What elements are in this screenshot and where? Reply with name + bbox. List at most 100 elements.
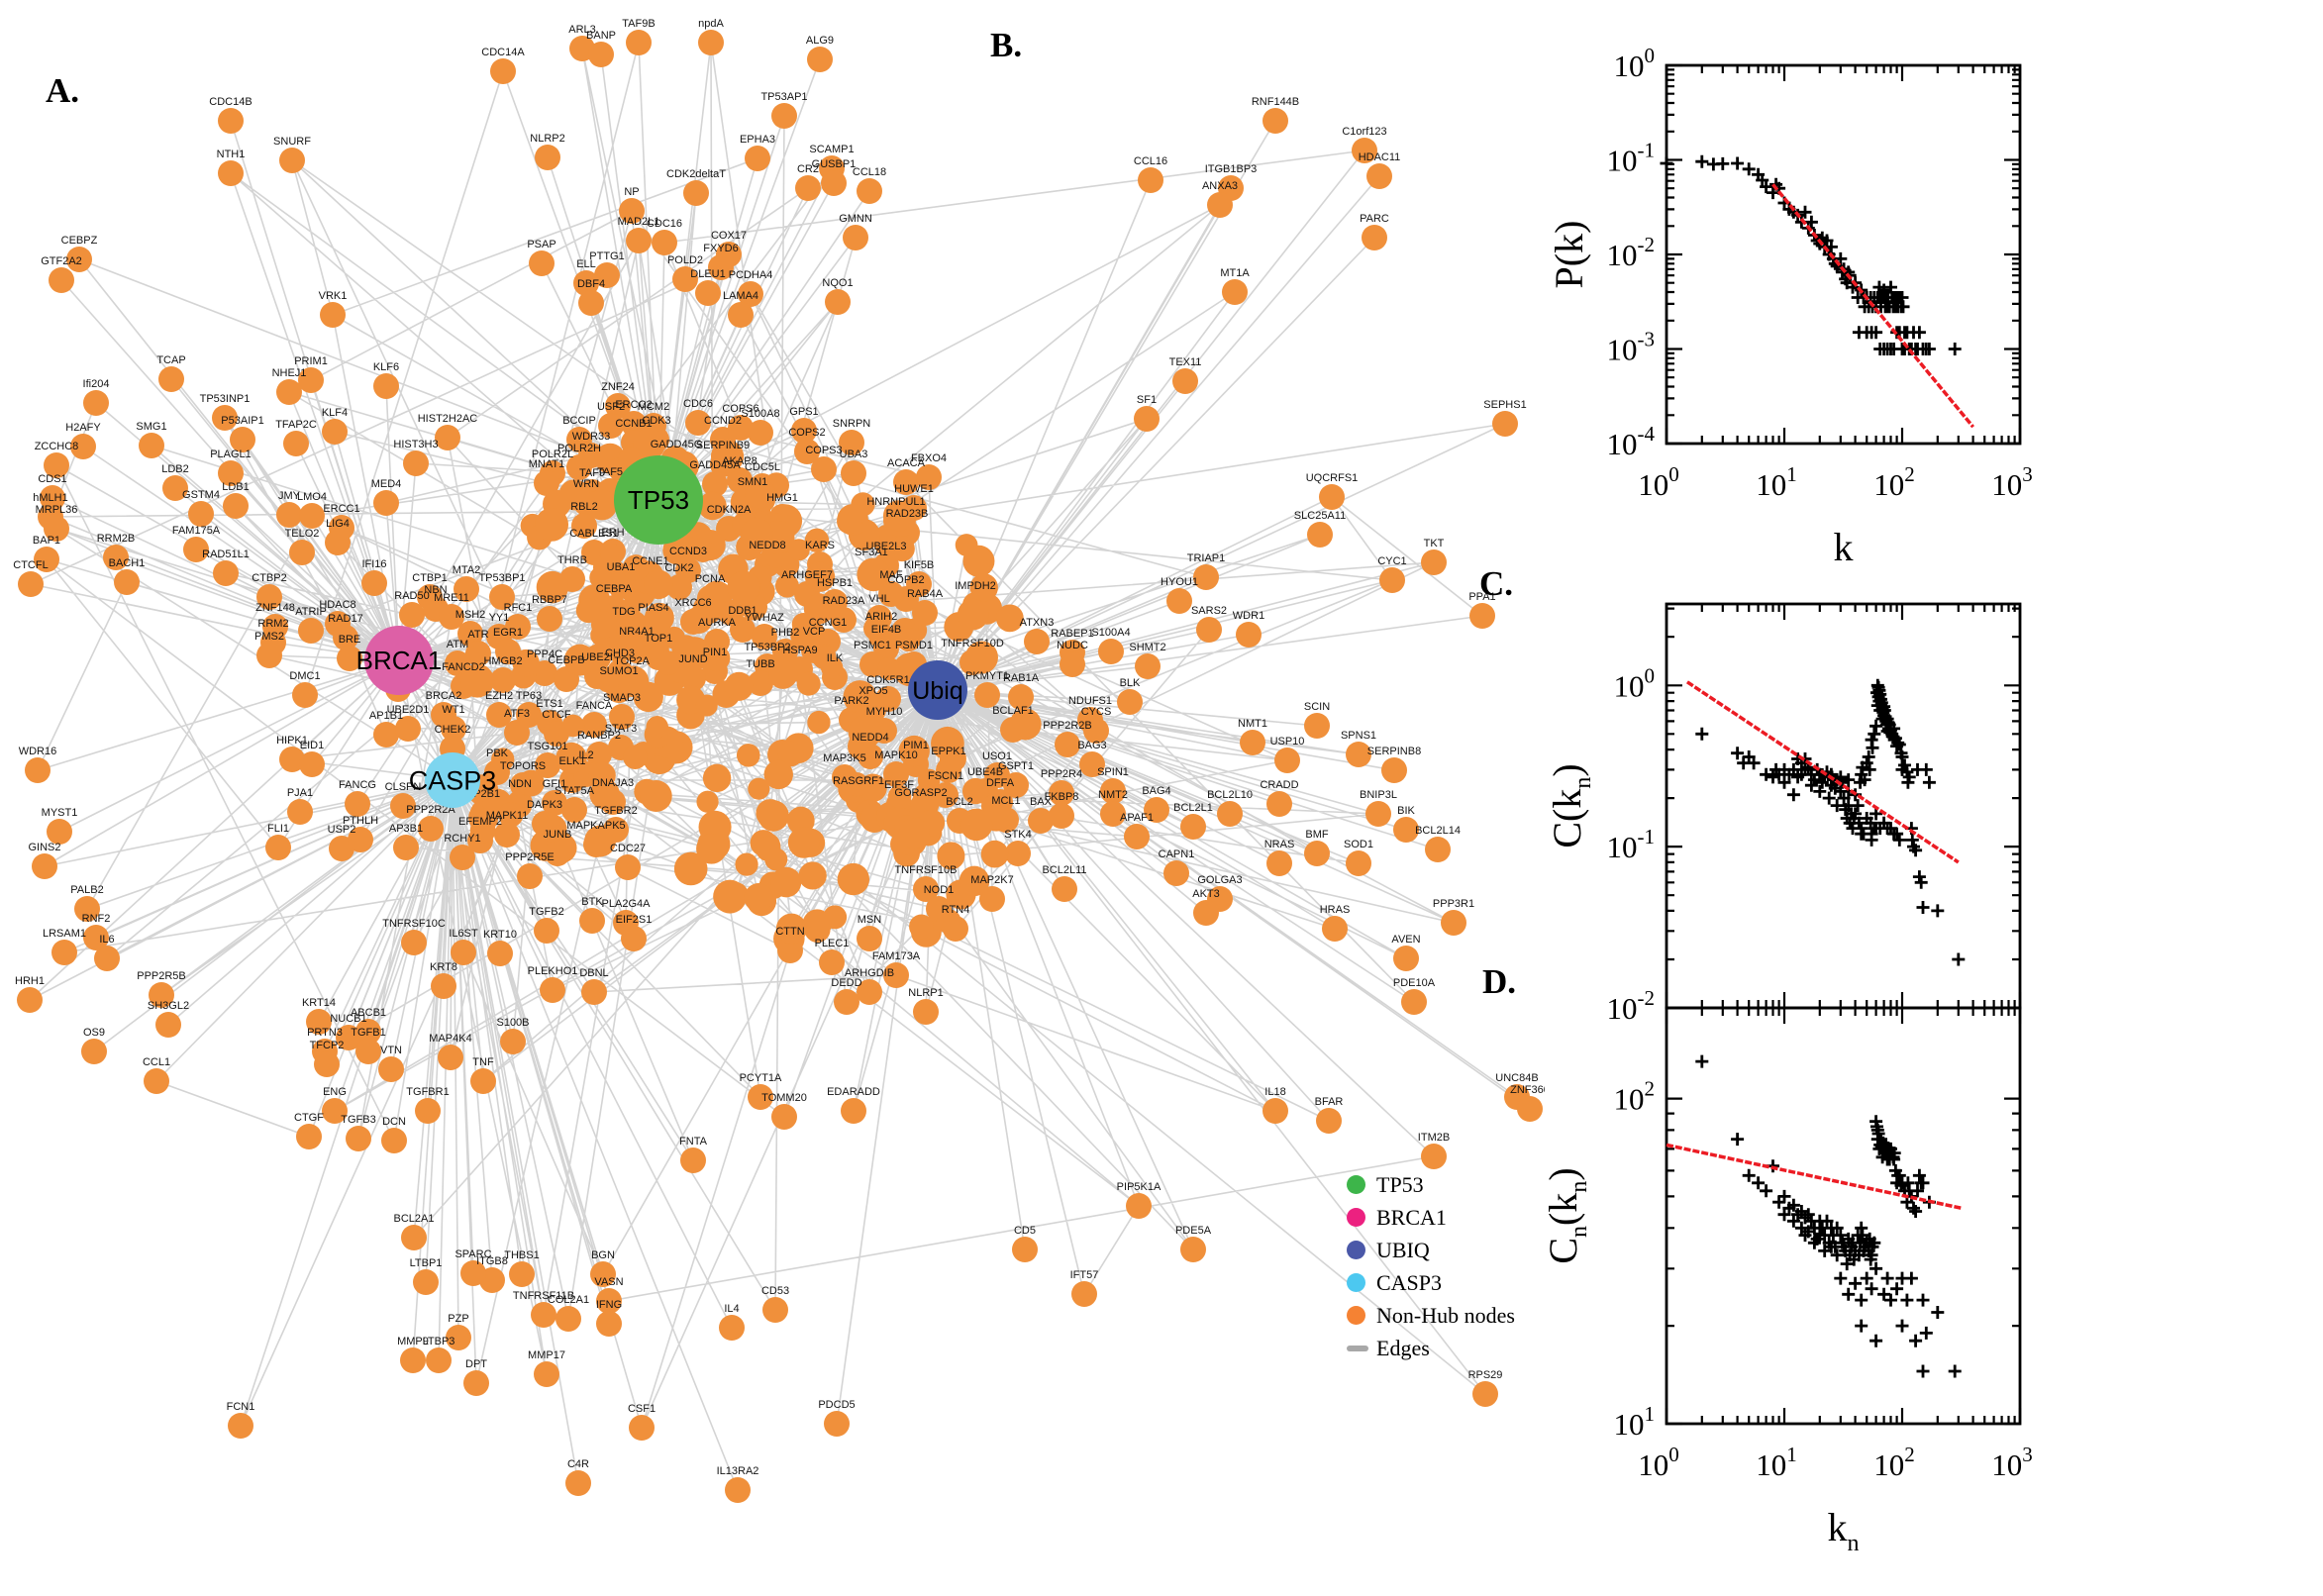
network-node-label: CDKN2A <box>707 504 752 516</box>
network-node <box>1180 814 1206 840</box>
network-node-label: PIAS4 <box>638 602 668 614</box>
network-node-label: MRPL36 <box>36 504 78 516</box>
network-node-label: VASN <box>594 1276 623 1288</box>
network-node <box>536 570 569 604</box>
network-node <box>736 744 760 767</box>
network-node-label: ACACA <box>887 457 926 469</box>
network-node <box>463 1370 489 1396</box>
network-node-label: LIG4 <box>326 518 350 530</box>
network-node <box>727 467 753 493</box>
network-node-label: HSPB1 <box>817 577 853 589</box>
network-node-label: MYST1 <box>42 807 78 819</box>
network-node <box>1469 603 1495 629</box>
network-node-label: CCND2 <box>704 415 742 427</box>
network-node-label: HMG1 <box>766 492 798 504</box>
network-node <box>537 606 562 632</box>
y-axis-label: C(kn) <box>1545 763 1596 848</box>
network-node <box>299 751 325 777</box>
network-node-label: BMF <box>1305 829 1329 841</box>
network-node-label: CTTN <box>775 926 804 938</box>
network-node-label: EFEMP2 <box>458 816 502 828</box>
network-node-label: BRCA2 <box>426 690 462 702</box>
network-node-label: ATR <box>467 629 488 641</box>
network-node-label: USP2 <box>328 824 356 836</box>
network-node <box>256 643 282 668</box>
network-node <box>534 918 559 944</box>
network-node <box>556 742 587 774</box>
network-node <box>565 1470 591 1496</box>
network-node-label: COL2A1 <box>548 1294 589 1306</box>
network-node-label: BGN <box>591 1249 615 1261</box>
network-node-label: CYC1 <box>1377 555 1406 567</box>
network-node-label: CR2 <box>797 163 819 175</box>
network-node <box>306 1009 332 1035</box>
network-node <box>609 704 635 730</box>
network-node-label: AKAP8 <box>722 455 757 467</box>
network-node-label: PPP3R1 <box>1433 898 1474 910</box>
network-node <box>913 876 939 902</box>
network-node-label: RASGRF1 <box>833 775 884 787</box>
network-node <box>961 777 989 805</box>
network-node-label: TFCP2 <box>310 1040 345 1051</box>
network-node <box>841 460 866 486</box>
network-node <box>44 516 69 542</box>
network-node <box>289 540 315 565</box>
legend-item-non-hub-nodes: Non-Hub nodes <box>1347 1299 1515 1332</box>
network-node-label: ERH <box>601 527 624 539</box>
network-node-label: NR4A1 <box>619 626 654 638</box>
network-node <box>834 989 859 1015</box>
network-node-label: RAD17 <box>328 613 362 625</box>
network-node <box>348 827 373 852</box>
legend-item-ubiq: UBIQ <box>1347 1234 1515 1266</box>
network-node-label: PTTG1 <box>589 250 624 262</box>
panel-label-a: A. <box>46 71 80 110</box>
network-node <box>1222 279 1248 305</box>
network-node-label: GORASP2 <box>894 787 947 799</box>
network-node-label: PMS2 <box>254 631 284 643</box>
network-node <box>795 175 821 201</box>
network-node-label: SLC25A11 <box>1294 510 1346 522</box>
network-node <box>162 475 188 501</box>
network-node-label: USF2 <box>597 401 625 413</box>
network-node <box>804 528 830 552</box>
network-node-label: PDE10A <box>1393 977 1436 989</box>
network-node <box>355 1019 381 1045</box>
network-node <box>748 670 773 696</box>
network-node-label: MNAT1 <box>529 458 564 470</box>
network-node-label: hMLH1 <box>33 492 67 504</box>
network-node <box>329 515 354 541</box>
network-node <box>517 863 543 889</box>
network-node <box>535 752 560 778</box>
network-node <box>771 1104 797 1130</box>
network-node-label: CTBP2 <box>252 572 286 584</box>
network-node-label: DPT <box>465 1358 487 1370</box>
network-node-label: KLF4 <box>322 407 348 419</box>
network-node <box>898 817 930 849</box>
network-node <box>381 1128 407 1153</box>
network-node-label: CDC16 <box>647 218 682 230</box>
network-node-label: COPS2 <box>788 427 825 439</box>
network-node <box>1172 368 1198 394</box>
network-node-label: LTBP3 <box>423 1336 455 1347</box>
network-node-label: CAPN1 <box>1159 848 1195 860</box>
network-node <box>728 302 754 328</box>
network-node-label: UQCRFS1 <box>1306 472 1359 484</box>
network-node <box>770 866 802 898</box>
network-node <box>677 637 712 671</box>
network-node <box>1365 801 1391 827</box>
network-node <box>401 1225 427 1250</box>
network-node-label: WDR1 <box>1233 610 1264 622</box>
scatter-points <box>1695 678 1966 966</box>
network-node <box>1193 900 1219 926</box>
network-node-label: COX17 <box>711 230 747 242</box>
network-node <box>581 979 607 1005</box>
network-node <box>684 606 713 635</box>
network-node-label: CSF1 <box>628 1403 656 1415</box>
network-node-label: SF1 <box>1137 394 1157 406</box>
network-node-label: SCIN <box>1304 701 1330 713</box>
network-node-label: USP10 <box>1270 736 1305 748</box>
network-node-label: PPP4C <box>527 648 562 660</box>
network-node-label: PPP2R5B <box>137 970 186 982</box>
network-node-label: VHL <box>868 593 889 605</box>
